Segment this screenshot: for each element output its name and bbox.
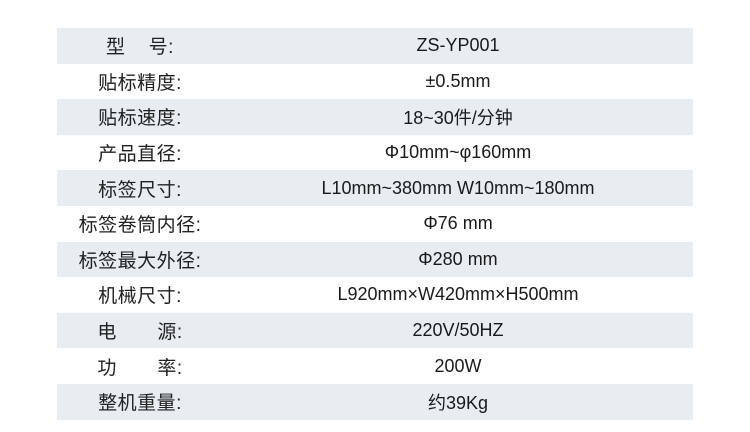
- spec-label: 标签最大外径:: [78, 250, 202, 272]
- spec-label: 贴标精度:: [98, 72, 182, 94]
- spec-label: 标签卷筒内径:: [78, 215, 202, 237]
- spec-label: 功 率:: [97, 357, 183, 379]
- spec-value: 220V/50HZ: [412, 320, 504, 341]
- table-row-roll-max-outer-diameter: 标签最大外径: Φ280 mm: [57, 241, 693, 278]
- table-row-roll-inner-diameter: 标签卷筒内径: Φ76 mm: [57, 206, 693, 242]
- spec-value: L10mm~380mm W10mm~180mm: [321, 177, 595, 198]
- table-row-power: 功 率: 200W: [57, 348, 693, 384]
- table-row-model: 型 号: ZS-YP001: [57, 28, 693, 64]
- spec-label: 型 号:: [106, 37, 174, 59]
- spec-value: Φ280 mm: [418, 248, 498, 269]
- spec-label: 机械尺寸:: [98, 286, 182, 308]
- spec-table: 型 号: ZS-YP001 贴标精度: ±0.5mm 贴标速度: 18~30件/…: [57, 28, 693, 420]
- spec-value: ZS-YP001: [416, 35, 500, 56]
- table-row-product-diameter: 产品直径: Φ10mm~φ160mm: [57, 135, 693, 171]
- table-row-labeling-accuracy: 贴标精度: ±0.5mm: [57, 64, 693, 100]
- table-row-power-supply: 电 源: 220V/50HZ: [57, 312, 693, 349]
- spec-label: 贴标速度:: [98, 108, 182, 130]
- table-row-machine-size: 机械尺寸: L920mm×W420mm×H500mm: [57, 277, 693, 313]
- spec-label: 标签尺寸:: [98, 179, 182, 201]
- spec-label: 产品直径:: [98, 144, 182, 166]
- spec-value: ±0.5mm: [425, 70, 491, 91]
- spec-value: Φ10mm~φ160mm: [384, 142, 532, 163]
- spec-value: 200W: [434, 355, 482, 376]
- spec-value: 18~30件/分钟: [403, 107, 513, 128]
- table-row-label-size: 标签尺寸: L10mm~380mm W10mm~180mm: [57, 170, 693, 206]
- spec-label: 整机重量:: [98, 393, 182, 415]
- table-row-labeling-speed: 贴标速度: 18~30件/分钟: [57, 99, 693, 135]
- spec-value: Φ76 mm: [423, 213, 493, 234]
- spec-label: 电 源:: [97, 322, 183, 344]
- spec-value: 约39Kg: [427, 392, 489, 413]
- spec-value: L920mm×W420mm×H500mm: [337, 284, 579, 305]
- table-row-total-weight: 整机重量: 约39Kg: [57, 383, 693, 420]
